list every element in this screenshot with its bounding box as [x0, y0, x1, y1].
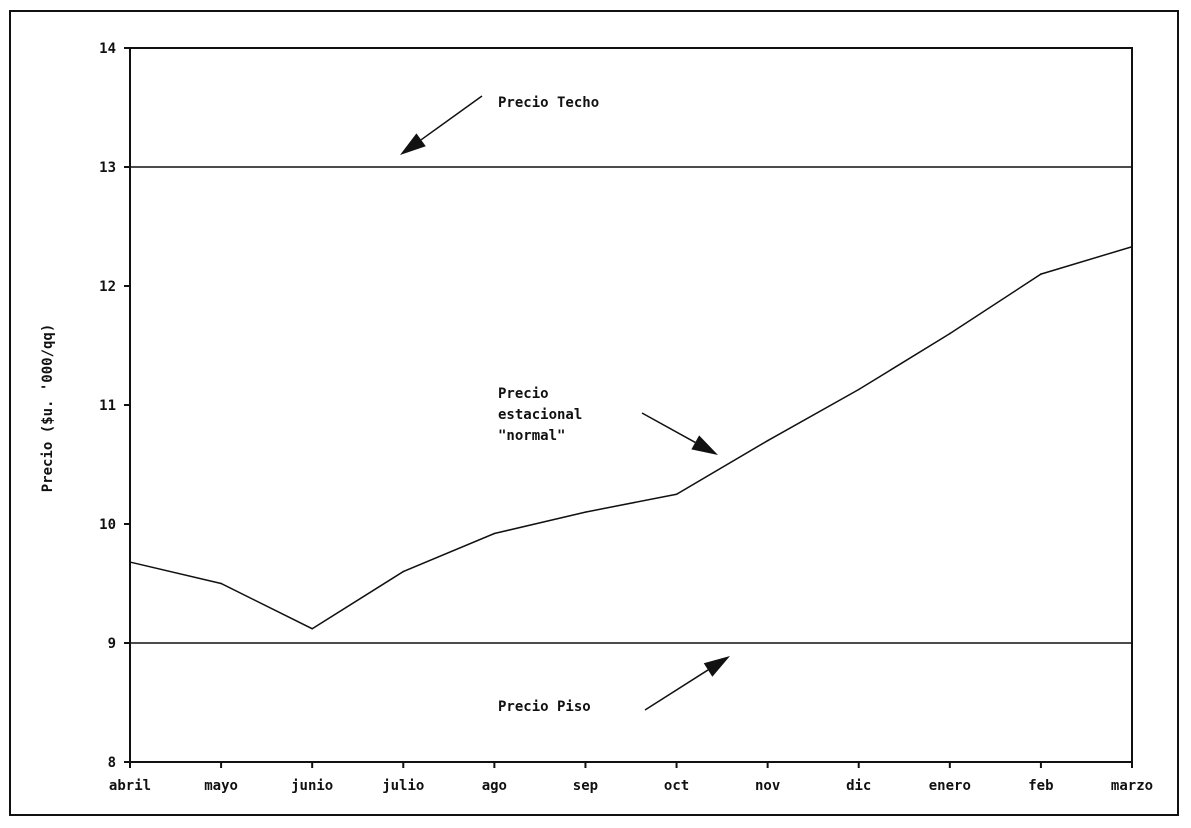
x-tick-label: abril — [109, 778, 151, 794]
x-tick-label: junio — [291, 778, 333, 794]
y-axis-label: Precio ($u. '000/qq) — [40, 324, 56, 493]
data-point — [129, 561, 131, 563]
plot-area — [129, 47, 1133, 763]
data-point — [402, 570, 405, 573]
y-tick-label: 12 — [99, 279, 116, 295]
x-tick-label: enero — [929, 778, 971, 794]
annotation-text: estacional — [498, 407, 582, 423]
data-point — [220, 582, 222, 585]
x-tick-label: dic — [846, 778, 871, 794]
x-tick-label: sep — [573, 778, 598, 794]
data-point — [857, 388, 860, 391]
annotation-text: "normal" — [498, 428, 565, 444]
floor-arrow — [644, 656, 730, 711]
y-tick-label: 10 — [99, 517, 116, 533]
seasonal-series-line — [129, 246, 1133, 630]
data-point — [1040, 273, 1042, 275]
x-tick-label: oct — [664, 778, 689, 794]
annotation-text: Precio Piso — [498, 699, 591, 715]
annotation-text: Precio — [498, 386, 549, 402]
seasonal-arrow — [641, 412, 718, 455]
y-tick-label: 14 — [99, 41, 116, 57]
data-point — [675, 493, 678, 496]
chart-frame — [9, 10, 1179, 816]
x-tick-label: ago — [482, 778, 507, 794]
data-point — [1131, 245, 1133, 248]
data-point — [949, 332, 951, 335]
annotation-text: Precio Techo — [498, 95, 599, 111]
x-tick-label: feb — [1028, 778, 1053, 794]
ceiling-arrow — [400, 95, 483, 155]
data-point — [311, 627, 313, 630]
y-tick-label: 11 — [99, 398, 116, 414]
y-tick-label: 9 — [108, 636, 116, 652]
y-tick-label: 8 — [108, 755, 116, 771]
x-tick-label: marzo — [1111, 778, 1153, 794]
data-point — [493, 532, 496, 535]
x-tick-label: mayo — [204, 778, 238, 794]
data-point — [766, 439, 769, 442]
y-tick-label: 13 — [99, 160, 116, 176]
x-tick-label: julio — [382, 778, 424, 794]
x-tick-label: nov — [755, 778, 780, 794]
data-point — [584, 511, 587, 513]
